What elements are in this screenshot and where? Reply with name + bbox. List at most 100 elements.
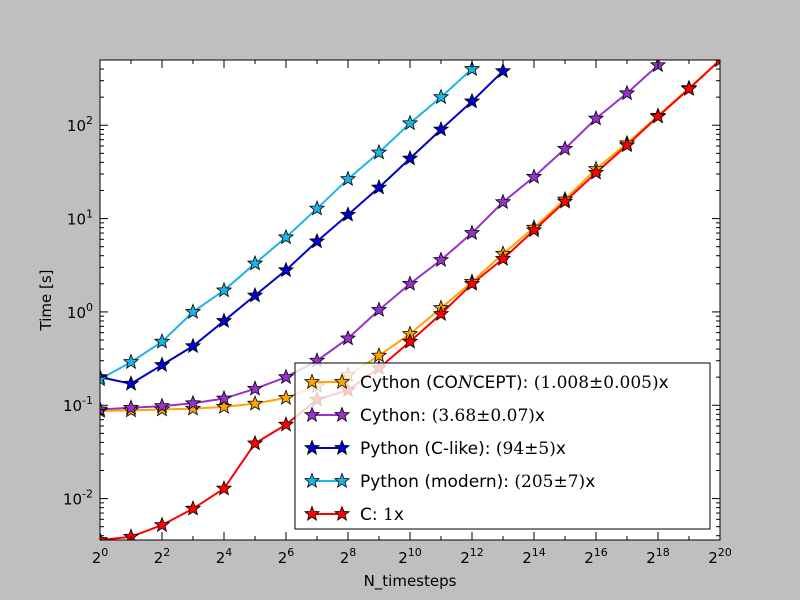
series-4-point-3 — [184, 500, 202, 516]
series-4-point-14 — [525, 221, 543, 238]
legend-label-2: Python (C-like): (94±5)x — [360, 439, 566, 459]
series-4-point-5 — [246, 434, 264, 451]
series-1-point-9 — [370, 301, 388, 317]
series-4-point-15 — [556, 192, 574, 209]
series-line-2 — [100, 70, 504, 385]
series-3-point-4 — [215, 281, 233, 298]
series-1-point-15 — [556, 140, 574, 156]
series-2-point-5 — [246, 286, 264, 303]
series-2-point-10 — [401, 149, 419, 166]
series-3-point-10 — [401, 114, 419, 131]
series-2-point-6 — [277, 261, 295, 278]
series-0-point-3 — [184, 400, 202, 416]
series-0-point-9 — [370, 347, 388, 363]
series-3-point-7 — [308, 199, 326, 216]
series-4-point-12 — [463, 275, 481, 291]
series-2-point-1 — [122, 375, 140, 391]
legend-marker-2-1 — [333, 439, 351, 455]
series-1-point-10 — [401, 275, 419, 291]
series-3-point-2 — [153, 333, 171, 349]
legend-marker-4-0 — [303, 505, 321, 521]
x-tick-label-8: 216 — [584, 546, 608, 567]
y-axis-label: Time [s] — [37, 270, 55, 332]
series-4-point-19 — [680, 80, 698, 96]
x-tick-label-4: 28 — [340, 546, 357, 567]
legend-marker-0-1 — [333, 373, 351, 389]
series-3-point-6 — [277, 228, 295, 245]
y-tick-label-0: 10-2 — [63, 488, 93, 509]
legend-marker-0-0 — [303, 373, 321, 389]
x-tick-label-5: 210 — [398, 546, 422, 567]
legend-label-3: Python (modern): (205±7)x — [360, 472, 595, 492]
series-3-point-5 — [246, 254, 264, 271]
series-1-point-0 — [100, 400, 109, 417]
x-tick-label-0: 20 — [92, 546, 109, 567]
x-tick-label-7: 214 — [522, 546, 546, 567]
y-tick-label-4: 102 — [67, 114, 93, 135]
x-tick-label-3: 26 — [278, 546, 295, 567]
series-1-point-8 — [339, 329, 357, 346]
series-3-point-12 — [463, 60, 481, 77]
legend-label-0: Cython (CONCEPT): (1.008±0.005)x — [360, 373, 669, 393]
series-1-point-14 — [525, 168, 543, 184]
x-tick-label-9: 218 — [646, 546, 670, 567]
series-1-point-3 — [184, 394, 202, 411]
legend-marker-2-0 — [303, 439, 321, 455]
series-4-point-20 — [714, 60, 720, 67]
series-2-point-2 — [153, 356, 171, 372]
series-2-point-7 — [308, 232, 326, 249]
series-4-point-4 — [215, 479, 233, 496]
y-tick-label-1: 10-1 — [63, 394, 93, 415]
series-2-point-9 — [370, 178, 388, 195]
series-1-point-11 — [432, 251, 450, 267]
series-2-point-8 — [339, 206, 357, 222]
series-1-point-1 — [122, 399, 140, 415]
series-4-point-2 — [153, 516, 171, 533]
legend-marker-4-1 — [333, 505, 351, 521]
series-4-point-6 — [277, 416, 295, 432]
y-tick-label-3: 101 — [67, 208, 93, 229]
series-1-point-13 — [494, 193, 512, 210]
series-0-point-6 — [277, 389, 295, 405]
series-0-point-4 — [215, 398, 233, 414]
legend-label-4: C: 1x — [360, 505, 404, 525]
series-4-point-10 — [401, 333, 419, 349]
series-2-point-4 — [215, 312, 233, 328]
x-tick-label-2: 24 — [216, 546, 233, 567]
series-2-point-12 — [463, 92, 481, 109]
x-axis-label: N_timesteps — [364, 572, 457, 591]
series-4-point-11 — [432, 305, 450, 321]
series-1-point-16 — [587, 109, 605, 126]
series-1-point-5 — [246, 380, 264, 396]
series-3-point-3 — [184, 303, 202, 319]
series-4-point-13 — [494, 250, 512, 266]
legend-marker-1-1 — [333, 406, 351, 422]
y-tick-label-2: 100 — [67, 301, 93, 322]
legend-marker-3-0 — [303, 472, 321, 488]
x-tick-label-10: 220 — [708, 546, 732, 567]
series-3-point-8 — [339, 170, 357, 187]
series-0-point-5 — [246, 395, 264, 411]
legend-label-1: Cython: (3.68±0.07)x — [360, 406, 545, 426]
series-2-point-13 — [494, 62, 512, 79]
x-tick-label-1: 22 — [154, 546, 171, 567]
legend-box — [294, 362, 711, 530]
series-3-point-1 — [122, 353, 140, 370]
series-1-point-4 — [215, 389, 233, 406]
series-3-point-9 — [370, 143, 388, 160]
series-2-point-3 — [184, 337, 202, 354]
series-4-point-18 — [649, 107, 667, 124]
series-1-point-12 — [463, 224, 481, 241]
x-tick-label-6: 212 — [460, 546, 484, 567]
series-4-point-16 — [587, 164, 605, 180]
legend-marker-3-1 — [333, 472, 351, 488]
series-1-point-6 — [277, 368, 295, 385]
series-3-point-0 — [100, 370, 109, 387]
series-1-point-2 — [153, 397, 171, 414]
series-2-point-11 — [432, 120, 450, 137]
series-4-point-0 — [100, 531, 109, 540]
series-4-point-17 — [618, 136, 636, 153]
legend-marker-1-0 — [303, 406, 321, 422]
series-1-point-17 — [618, 84, 636, 101]
